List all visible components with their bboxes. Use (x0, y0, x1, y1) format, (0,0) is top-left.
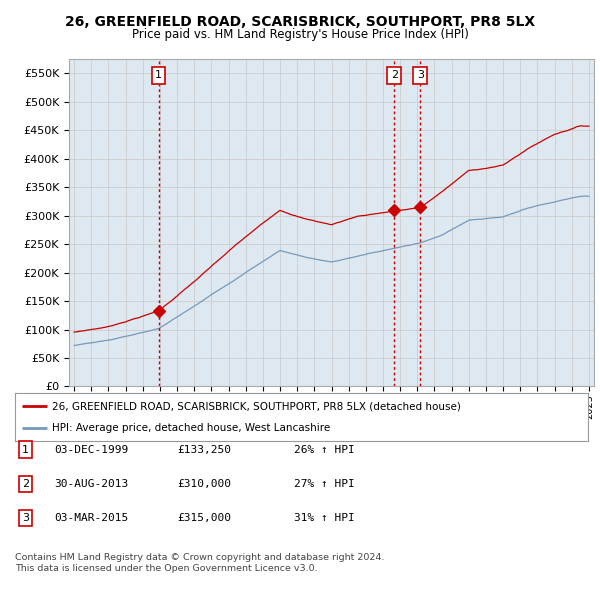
Text: 26, GREENFIELD ROAD, SCARISBRICK, SOUTHPORT, PR8 5LX: 26, GREENFIELD ROAD, SCARISBRICK, SOUTHP… (65, 15, 535, 30)
Text: 26, GREENFIELD ROAD, SCARISBRICK, SOUTHPORT, PR8 5LX (detached house): 26, GREENFIELD ROAD, SCARISBRICK, SOUTHP… (52, 401, 461, 411)
Text: 03-MAR-2015: 03-MAR-2015 (54, 513, 128, 523)
Text: Price paid vs. HM Land Registry's House Price Index (HPI): Price paid vs. HM Land Registry's House … (131, 28, 469, 41)
Text: 03-DEC-1999: 03-DEC-1999 (54, 445, 128, 454)
Text: 31% ↑ HPI: 31% ↑ HPI (294, 513, 355, 523)
Text: 1: 1 (155, 70, 162, 80)
Text: £133,250: £133,250 (177, 445, 231, 454)
Text: Contains HM Land Registry data © Crown copyright and database right 2024.
This d: Contains HM Land Registry data © Crown c… (15, 553, 385, 573)
Text: HPI: Average price, detached house, West Lancashire: HPI: Average price, detached house, West… (52, 423, 331, 433)
Text: 3: 3 (22, 513, 29, 523)
Text: 2: 2 (22, 479, 29, 489)
Text: 30-AUG-2013: 30-AUG-2013 (54, 479, 128, 489)
Text: 26% ↑ HPI: 26% ↑ HPI (294, 445, 355, 454)
Text: 2: 2 (391, 70, 398, 80)
Text: £315,000: £315,000 (177, 513, 231, 523)
Text: 3: 3 (417, 70, 424, 80)
Text: £310,000: £310,000 (177, 479, 231, 489)
Text: 1: 1 (22, 445, 29, 454)
Text: 27% ↑ HPI: 27% ↑ HPI (294, 479, 355, 489)
